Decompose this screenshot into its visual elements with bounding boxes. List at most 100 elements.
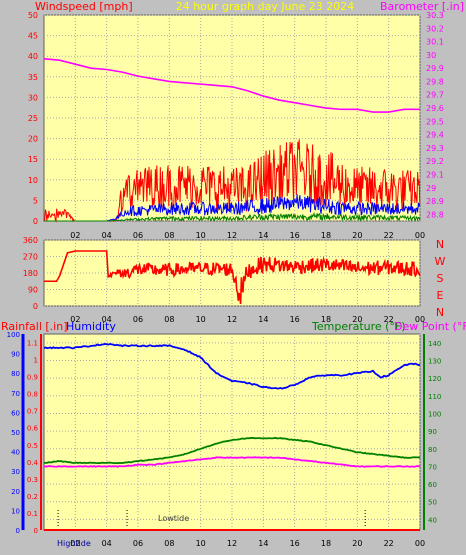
chart-date-title: 24 hour graph day June 23 2024 [176,0,355,13]
x-tick-label: 04 [102,539,112,548]
rainfall-tick-label: 0 [34,527,38,535]
humidity-tick-label: 80 [11,370,20,378]
humidity-axis-title: Humidity [66,320,116,333]
windspeed-tick-label: 35 [28,73,38,82]
direction-label-e: E [437,289,444,302]
rainfall-tick-label: 0.7 [27,408,38,416]
x-tick-label: 08 [164,539,174,548]
humidity-tick-label: 40 [11,449,20,457]
barometer-tick-label: 30.1 [426,38,444,47]
x-tick-label: 12 [227,315,237,324]
x-tick-label: 14 [258,315,268,324]
series-barometer-line [43,58,420,113]
x-tick-label: 18 [321,231,331,240]
x-tick-label: 16 [290,231,300,240]
windspeed-tick-label: 5 [33,196,38,205]
direction-label-s: S [437,272,444,285]
barometer-tick-label: 29.4 [426,131,444,140]
barometer-tick-label: 29.9 [426,64,444,73]
windspeed-axis-title: Windspeed [mph] [35,0,133,13]
x-tick-label: 20 [352,315,362,324]
x-tick-label: 00 [415,231,425,240]
x-tick-label: 18 [321,539,331,548]
temperature-tick-label: 110 [428,393,441,401]
barometer-axis-title: Barometer [.in] [380,0,464,13]
x-tick-label: 20 [352,539,362,548]
x-tick-label: 12 [227,231,237,240]
x-tick-label: 04 [102,315,112,324]
rainfall-tick-label: 0.2 [27,493,38,501]
windspeed-tick-label: 0 [33,217,38,226]
direction-tick-label: 0 [33,302,38,311]
x-tick-label: 22 [384,315,394,324]
x-tick-label: 10 [196,231,206,240]
barometer-tick-label: 29.1 [426,170,444,179]
rainfall-tick-label: 0.4 [27,459,39,467]
x-tick-label: 18 [321,315,331,324]
temperature-tick-label: 130 [428,357,441,365]
direction-label-n-bottom: N [436,306,444,319]
humidity-tick-label: 100 [7,331,20,339]
direction-tick-label: 180 [23,269,38,278]
rainfall-tick-label: 0.3 [27,476,38,484]
direction-tick-label: 360 [23,236,38,245]
temperature-axis-title: Temperature (°F) [311,320,406,333]
direction-tick-label: 270 [23,253,38,262]
x-tick-label: 16 [290,539,300,548]
x-tick-label: 22 [384,231,394,240]
rainfall-axis-title: Rainfall [.in] [1,320,68,333]
hightide-label: Hightide [57,539,91,548]
rainfall-tick-label: 0.5 [27,442,38,450]
windspeed-tick-label: 30 [28,93,38,102]
temperature-tick-label: 100 [428,410,441,418]
windspeed-tick-label: 45 [28,32,38,41]
windspeed-tick-label: 15 [28,155,38,164]
temperature-tick-label: 80 [428,446,437,454]
series-dew-point-line [43,456,421,468]
barometer-tick-label: 29.7 [426,91,444,100]
rainfall-tick-label: 0.8 [27,391,38,399]
windspeed-tick-label: 50 [28,11,38,20]
temperature-tick-label: 90 [428,428,437,436]
barometer-tick-label: 29.3 [426,144,444,153]
x-tick-label: 02 [70,539,80,548]
windspeed-tick-label: 40 [28,52,38,61]
windspeed-tick-label: 20 [28,135,38,144]
x-tick-label: 08 [164,231,174,240]
x-tick-label: 22 [384,539,394,548]
series-average-line [44,211,421,223]
barometer-tick-label: 29.5 [426,117,444,126]
climate-plot-area [43,333,421,531]
temperature-tick-label: 70 [428,463,437,471]
direction-label-n-top: N [436,238,444,251]
temperature-tick-label: 140 [428,340,441,348]
temperature-tick-label: 120 [428,375,441,383]
barometer-tick-label: 28.9 [426,197,444,206]
dewpoint-axis-title: Dew Point (°F) [394,320,466,333]
x-tick-label: 10 [196,539,206,548]
x-tick-label: 14 [258,539,268,548]
rainfall-tick-label: 1.1 [27,340,38,348]
barometer-tick-label: 30 [426,51,436,60]
x-tick-label: 02 [70,315,80,324]
x-tick-label: 12 [227,539,237,548]
barometer-tick-label: 29.6 [426,104,444,113]
humidity-tick-label: 10 [11,507,20,515]
rainfall-tick-label: 0.9 [27,374,38,382]
x-tick-label: 06 [133,539,143,548]
direction-label-w: W [435,255,446,268]
windspeed-tick-label: 25 [28,114,38,123]
x-tick-label: 06 [133,231,143,240]
humidity-tick-label: 90 [11,351,20,359]
x-tick-label: 02 [70,231,80,240]
x-tick-label: 04 [102,231,112,240]
humidity-tick-label: 70 [11,390,20,398]
humidity-tick-label: 50 [11,429,20,437]
direction-tick-label: 90 [28,286,38,295]
temperature-tick-label: 50 [428,499,437,507]
rainfall-tick-label: 1 [34,357,38,365]
tick-labels: 02 04 06 08 10 12 14 16 18 20 22 000510152025303540… [7,11,444,548]
rainfall-tick-label: 0.1 [27,510,38,518]
temperature-tick-label: 60 [428,481,437,489]
